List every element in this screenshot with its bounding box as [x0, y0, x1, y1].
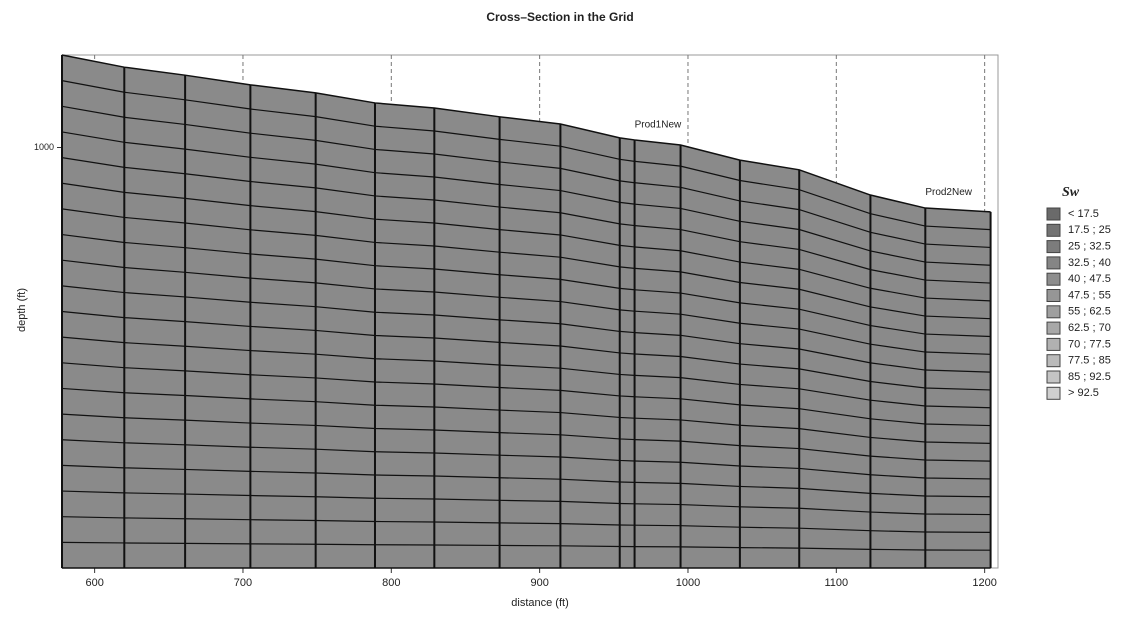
- top-surface: [61, 54, 991, 213]
- legend-label: 40 ; 47.5: [1068, 273, 1111, 285]
- legend-swatch: [1046, 240, 1061, 254]
- legend-label: 47.5 ; 55: [1068, 289, 1111, 301]
- x-tick-label: 1000: [676, 577, 700, 589]
- legend-swatch: [1046, 354, 1061, 368]
- legend-label: 25 ; 32.5: [1068, 241, 1111, 253]
- chart-title: Cross–Section in the Grid: [486, 10, 633, 24]
- legend-label: 77.5 ; 85: [1068, 355, 1111, 367]
- legend-label: > 92.5: [1068, 387, 1099, 399]
- x-tick-label: 1100: [824, 577, 848, 589]
- legend-label: 32.5 ; 40: [1068, 257, 1111, 269]
- well-label: Prod1New: [635, 120, 682, 131]
- legend-label: 62.5 ; 70: [1068, 322, 1111, 334]
- x-tick-label: 600: [85, 577, 103, 589]
- legend-title: Sw: [1062, 185, 1080, 200]
- y-tick-label: 1000: [34, 142, 54, 152]
- legend-swatch: [1046, 223, 1061, 237]
- legend-swatch: [1046, 305, 1061, 319]
- x-tick-label: 800: [382, 577, 400, 589]
- x-tick-label: 1200: [972, 577, 996, 589]
- legend-swatch: [1046, 289, 1061, 302]
- legend-swatch: [1046, 272, 1061, 286]
- legend-swatch: [1046, 256, 1061, 270]
- legend-swatch: [1046, 337, 1061, 351]
- legend-swatch: [1046, 386, 1061, 400]
- x-tick-label: 900: [530, 577, 548, 589]
- legend-label: 70 ; 77.5: [1068, 338, 1111, 350]
- x-tick-label: 700: [234, 577, 252, 589]
- legend-swatch: [1046, 370, 1061, 384]
- legend-label: < 17.5: [1068, 208, 1099, 220]
- section-area: [62, 55, 991, 568]
- y-axis-label: depth (ft): [16, 288, 28, 332]
- legend-swatch: [1046, 321, 1061, 335]
- legend-label: 17.5 ; 25: [1068, 224, 1111, 236]
- well-label: Prod2New: [925, 187, 972, 198]
- legend-label: 85 ; 92.5: [1068, 371, 1111, 383]
- legend-swatch: [1046, 207, 1061, 221]
- x-axis-label: distance (ft): [511, 597, 568, 609]
- legend-label: 55 ; 62.5: [1068, 306, 1111, 318]
